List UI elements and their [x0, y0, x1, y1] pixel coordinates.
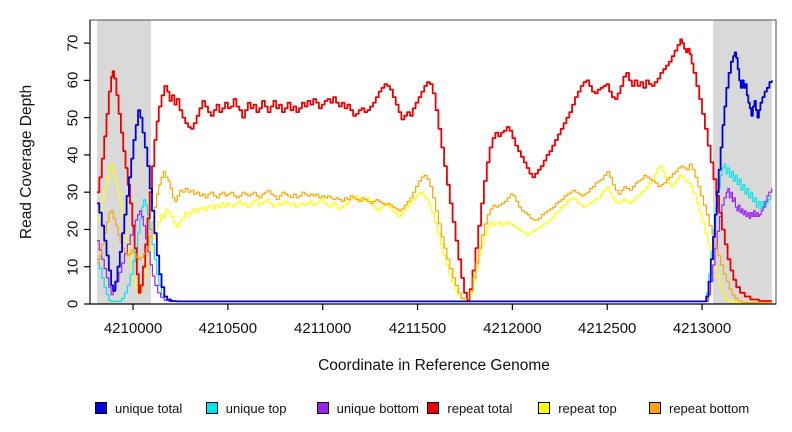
legend-swatch-repeat-total: [427, 402, 440, 414]
legend-item-repeat-bottom: repeat bottom: [649, 400, 750, 416]
x-tick-label: 4210000: [103, 320, 163, 337]
legend-swatch-repeat-bottom: [649, 402, 661, 414]
legend-label: repeat bottom: [669, 400, 750, 416]
legend-label: unique bottom: [336, 400, 419, 416]
y-tick-label: 50: [64, 109, 82, 126]
legend-item-repeat-top: repeat top: [538, 400, 617, 416]
y-tick-label: 20: [64, 221, 82, 238]
legend-label: unique total: [115, 400, 183, 416]
x-tick-label: 4212500: [577, 320, 637, 337]
series-line-unique-total: [97, 51, 773, 303]
y-tick-label: 40: [64, 146, 82, 164]
x-tick-label: 4212000: [483, 320, 542, 337]
legend-label: repeat total: [447, 400, 513, 416]
legend-swatch-unique-bottom: [316, 402, 329, 414]
legend-swatch-repeat-top: [538, 402, 551, 414]
legend-item-repeat-total: repeat total: [427, 400, 513, 416]
legend-swatch-unique-total: [95, 402, 107, 414]
x-tick-label: 4213000: [672, 320, 732, 337]
y-tick-label: 10: [64, 258, 82, 276]
legend-item-unique-total: unique total: [95, 400, 183, 416]
series-line-unique-bottom: [97, 187, 773, 302]
x-tick-label: 4211500: [388, 320, 447, 337]
y-tick-label: 0: [64, 299, 82, 309]
legend-label: repeat top: [558, 400, 617, 416]
x-tick-label: 4211000: [294, 320, 352, 337]
shaded-region-1: [713, 20, 772, 304]
legend-item-unique-top: unique top: [205, 400, 287, 416]
series-line-repeat-top: [97, 163, 772, 303]
y-axis-title: Read Coverage Depth: [18, 84, 35, 240]
x-axis-title: Coordinate in Reference Genome: [318, 357, 550, 374]
legend-item-unique-bottom: unique bottom: [316, 400, 419, 416]
y-tick-label: 30: [64, 183, 82, 201]
y-tick-label: 60: [64, 72, 82, 89]
plot-box: [89, 19, 777, 305]
y-tick-label: 70: [64, 34, 82, 52]
legend-label: unique top: [225, 400, 287, 416]
series-line-repeat-total: [97, 38, 772, 302]
x-tick-label: 4210500: [198, 320, 258, 337]
legend-swatch-unique-top: [205, 402, 218, 414]
series-line-repeat-bottom: [97, 163, 772, 304]
